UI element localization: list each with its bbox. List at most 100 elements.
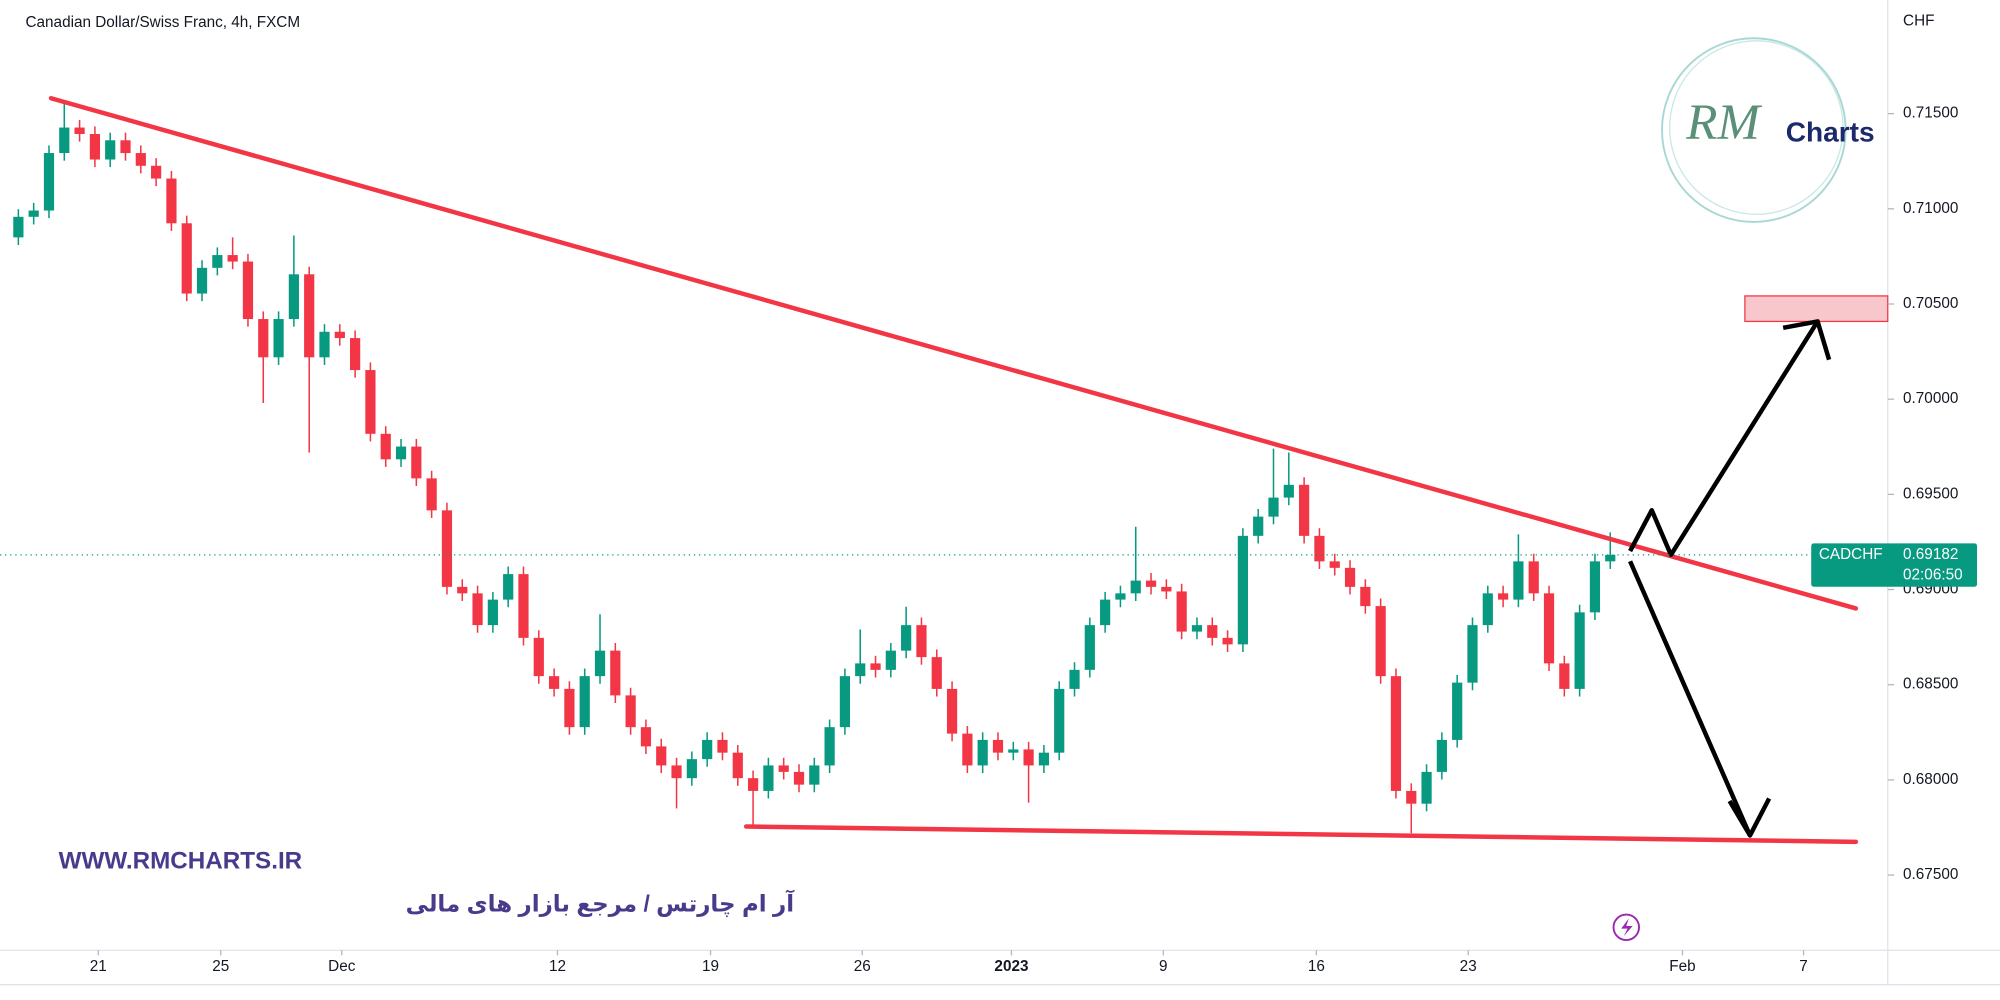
- candle-body: [319, 331, 330, 358]
- candle-body: [1589, 561, 1601, 613]
- candle-body: [1115, 593, 1126, 600]
- candle-body: [1452, 682, 1463, 740]
- logo-text: Charts: [1786, 116, 1875, 147]
- candle-body: [43, 153, 55, 211]
- candle-body: [28, 210, 39, 217]
- candle-body: [1008, 749, 1019, 753]
- candle-body: [1145, 580, 1157, 587]
- candle-body: [763, 765, 774, 791]
- candle-body: [426, 478, 437, 511]
- candle-body: [487, 599, 498, 626]
- price-tag: [1811, 543, 1978, 587]
- x-tick-label: 19: [702, 958, 719, 975]
- y-tick-label: 0.69500: [1903, 485, 1958, 502]
- candle-body: [1513, 561, 1524, 600]
- candle-body: [1360, 586, 1371, 607]
- candle-body: [227, 255, 238, 262]
- candle-body: [1375, 606, 1386, 677]
- candle-body: [1283, 484, 1294, 498]
- candle-body: [288, 274, 299, 320]
- candle-body: [1436, 739, 1447, 772]
- candle-body: [258, 319, 269, 358]
- x-tick-label: 16: [1308, 958, 1325, 975]
- candle-body: [931, 657, 942, 689]
- candle-body: [1574, 612, 1585, 689]
- candle-body: [135, 153, 146, 166]
- candle-body: [1100, 599, 1111, 626]
- candle-body: [1528, 561, 1539, 594]
- candle-body: [564, 688, 575, 728]
- candle-body: [1253, 516, 1264, 536]
- arrow-head: [1727, 797, 1772, 838]
- candle-body: [610, 650, 621, 696]
- candle-body: [747, 778, 759, 791]
- x-tick-label: 21: [90, 958, 107, 975]
- logo-mark: RM: [1685, 95, 1762, 151]
- icon-ring: [1612, 913, 1640, 942]
- candle-body: [1130, 580, 1141, 594]
- x-tick-label: 23: [1460, 958, 1477, 975]
- candle-body: [1268, 497, 1279, 517]
- currency-label: CHF: [1903, 13, 1934, 30]
- candle-body: [901, 625, 912, 651]
- candle-body: [977, 739, 988, 766]
- candle-body: [793, 771, 805, 785]
- candle-body: [1344, 567, 1356, 587]
- tagline: آر ام چارتس / مرجع بازار های مالی: [406, 889, 796, 918]
- candle-body: [472, 593, 483, 626]
- logo-ring: [1669, 40, 1844, 215]
- candle-body: [1406, 790, 1417, 804]
- candle-body: [625, 695, 636, 728]
- candle-body: [350, 338, 361, 371]
- target-zone: [1744, 295, 1889, 323]
- candle-body: [151, 165, 162, 179]
- x-tick-label: 26: [854, 958, 871, 975]
- candle-body: [656, 746, 667, 766]
- candle-body: [916, 625, 927, 658]
- chart-title: Canadian Dollar/Swiss Franc, 4h, FXCM: [26, 14, 301, 31]
- candle-body: [181, 223, 192, 294]
- x-tick-label: Feb: [1669, 958, 1695, 975]
- x-tick-label: 9: [1159, 958, 1168, 975]
- candle-body: [518, 574, 529, 638]
- price-tag-price: 0.69182: [1903, 546, 1958, 563]
- candle-body: [1176, 591, 1187, 632]
- y-tick-label: 0.70000: [1903, 390, 1958, 407]
- y-tick-label: 0.68000: [1903, 771, 1958, 788]
- candle-body: [334, 331, 345, 339]
- logo: RM Charts: [1661, 37, 1875, 223]
- lightning-icon: [1612, 913, 1640, 942]
- candle-body: [702, 739, 713, 760]
- candle-body: [717, 739, 728, 753]
- candle-body: [242, 261, 254, 320]
- candle-body: [1191, 625, 1203, 632]
- support-trendline: [743, 824, 1859, 845]
- candle-body: [594, 650, 606, 677]
- candle-body: [1084, 625, 1095, 670]
- candle-body: [74, 127, 85, 135]
- candle-body: [105, 140, 116, 160]
- candle-body: [166, 178, 177, 224]
- candle-body: [273, 319, 284, 358]
- candle-body: [1482, 593, 1493, 626]
- resistance-trendline: [48, 95, 1859, 611]
- candle-body: [579, 676, 590, 728]
- candle-body: [839, 676, 851, 728]
- candle-body: [1207, 625, 1218, 638]
- candle-body: [640, 727, 652, 747]
- arrow-head: [1782, 319, 1832, 361]
- candle-body: [1314, 535, 1325, 562]
- price-tag-symbol: CADCHF: [1819, 546, 1883, 563]
- candles: [13, 102, 1616, 834]
- x-tick-label: 2023: [994, 958, 1028, 975]
- candle-body: [1299, 484, 1310, 536]
- candle-body: [855, 663, 866, 677]
- candle-body: [380, 433, 391, 460]
- candle-body: [395, 446, 407, 460]
- candle-body: [1023, 749, 1034, 766]
- logo-ring: [1661, 37, 1847, 223]
- candle-body: [13, 216, 24, 238]
- candle-body: [548, 676, 560, 689]
